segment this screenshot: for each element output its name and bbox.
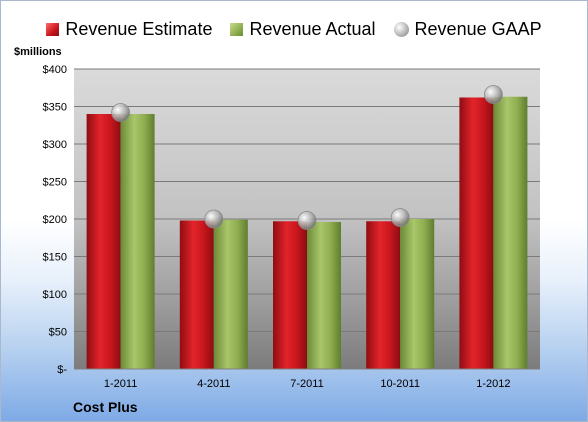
company-name: Cost Plus (73, 399, 138, 415)
legend-label-gaap: Revenue GAAP (414, 18, 542, 39)
y-tick-label: $300 (43, 139, 67, 151)
legend-marker-gaap (393, 21, 409, 37)
y-tick-label: $350 (43, 102, 67, 114)
bar-revenue-actual (307, 222, 341, 369)
y-axis-unit-label: $millions (14, 46, 62, 58)
y-tick-label: $50 (49, 327, 67, 339)
legend-item-gaap: Revenue GAAP (393, 18, 542, 40)
y-tick-label: $200 (43, 214, 67, 226)
y-tick-label: $250 (43, 177, 67, 189)
y-tick-label: $150 (43, 252, 67, 264)
y-tick-label: $100 (43, 289, 67, 301)
x-tick-label: 1-2012 (476, 378, 510, 390)
legend-label-actual: Revenue Actual (249, 18, 376, 39)
marker-revenue-gaap (390, 208, 410, 227)
bar-revenue-estimate (86, 114, 121, 369)
y-axis-ticks: $- $50 $100 $150 $200 $250 $300 $350 $400 (43, 64, 68, 376)
marker-revenue-gaap (297, 211, 317, 230)
bar-revenue-actual (120, 114, 155, 369)
marker-revenue-gaap (111, 103, 130, 122)
x-tick-label: 7-2011 (290, 378, 323, 390)
bar-revenue-actual (213, 219, 248, 369)
legend-swatch-estimate (46, 22, 60, 36)
x-axis-ticks: 1-2011 4-2011 7-2011 10-2011 1-2012 (104, 378, 511, 390)
bar-revenue-estimate (273, 221, 307, 369)
legend-item-estimate: Revenue Estimate (46, 19, 212, 40)
bar-revenue-actual (400, 219, 435, 369)
bar-revenue-estimate (366, 221, 401, 369)
legend-label-estimate: Revenue Estimate (65, 18, 213, 39)
gaap-markers-group (111, 85, 503, 230)
bar-revenue-actual (493, 96, 528, 369)
marker-revenue-gaap (204, 209, 224, 229)
legend-item-actual: Revenue Actual (230, 18, 376, 40)
chart-legend: Revenue Estimate Revenue Actual Revenue … (1, 16, 587, 42)
marker-revenue-gaap (483, 85, 503, 104)
y-tick-label: $- (57, 364, 67, 376)
bar-revenue-estimate (459, 97, 494, 369)
bars-group (86, 96, 528, 369)
x-tick-label: 1-2011 (104, 378, 137, 390)
x-tick-label: 4-2011 (197, 378, 230, 390)
x-tick-label: 10-2011 (380, 378, 420, 390)
y-tick-label: $400 (43, 64, 67, 76)
bar-revenue-estimate (179, 220, 214, 369)
legend-swatch-actual (230, 22, 244, 36)
